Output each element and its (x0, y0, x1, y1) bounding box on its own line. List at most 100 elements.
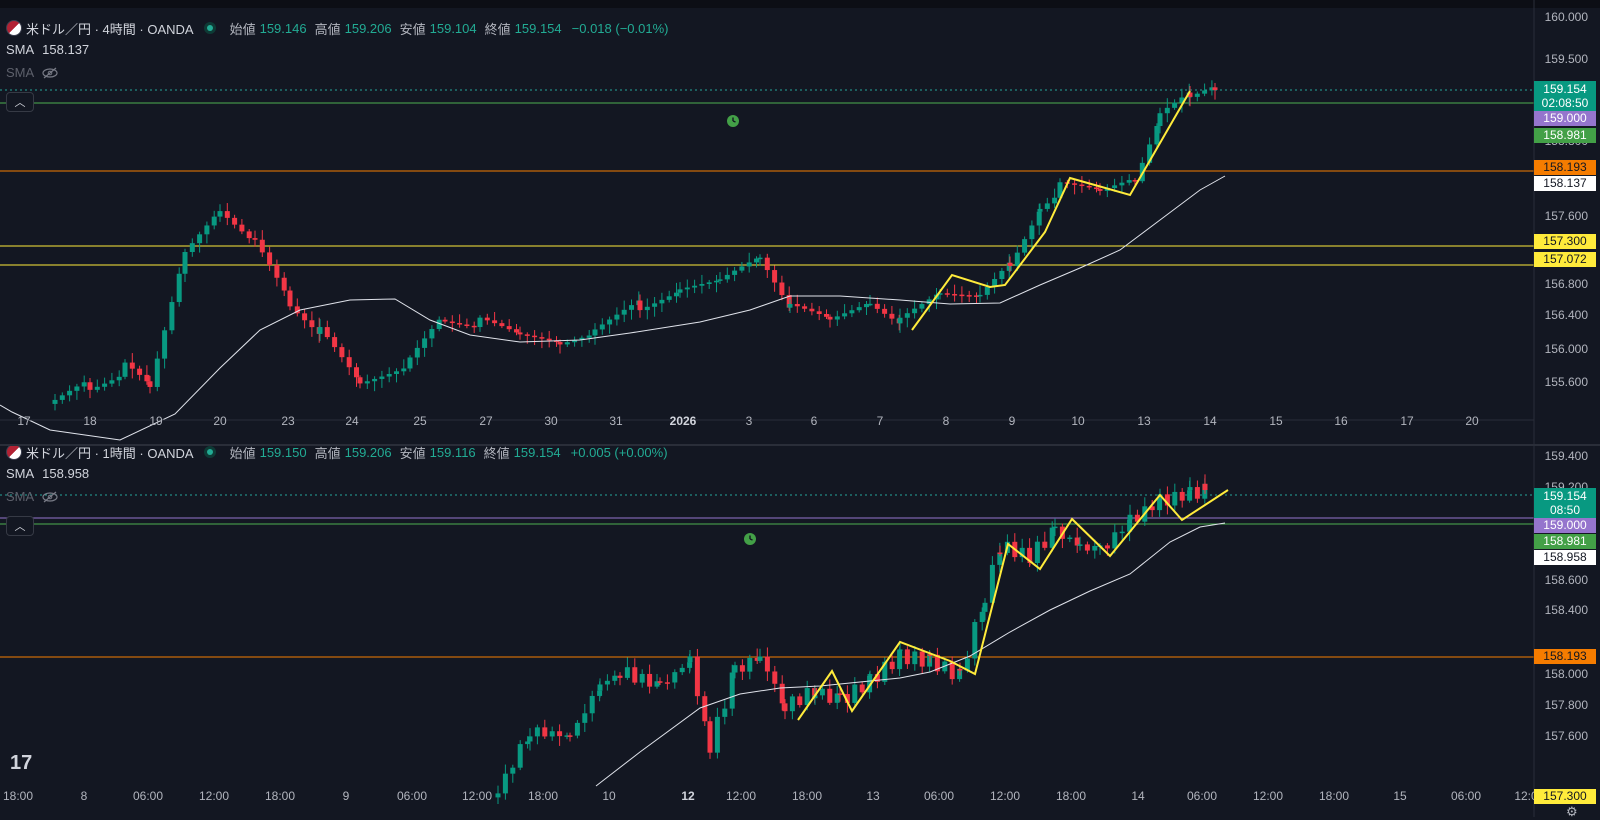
alarm-clock-icon[interactable] (726, 114, 740, 128)
top-time-tick[interactable]: 19 (149, 414, 163, 428)
bot-price-tick[interactable]: 158.600 (1544, 573, 1588, 587)
top-candle-body (232, 217, 238, 225)
eye-off-icon[interactable] (42, 491, 58, 503)
top-time-tick[interactable]: 9 (1008, 414, 1016, 428)
bot-time-tick[interactable]: 12:0 (1514, 789, 1538, 803)
bot-candle-body (542, 727, 548, 737)
bot-time-tick[interactable]: 13 (866, 789, 880, 803)
bot-time-tick[interactable]: 15 (1393, 789, 1407, 803)
bot-candle-body (1092, 545, 1098, 551)
top-candle-body (1202, 90, 1208, 94)
top-candle-body (786, 295, 792, 308)
tradingview-logo[interactable]: 17 (10, 752, 33, 774)
bot-time-tick[interactable]: 18:00 (264, 789, 296, 803)
bot-candle-body (564, 735, 570, 737)
bot-time-tick[interactable]: 12:00 (198, 789, 230, 803)
bot-time-tick[interactable]: 18:00 (2, 789, 34, 803)
top-candle-body (1086, 185, 1092, 188)
bot-time-tick[interactable]: 12:00 (1252, 789, 1284, 803)
bot-candle-body (654, 681, 660, 687)
gear-icon[interactable]: ⚙ (1566, 804, 1578, 819)
pane-divider[interactable] (0, 444, 1600, 446)
top-time-tick[interactable]: 2026 (669, 414, 697, 428)
market-status-icon[interactable] (203, 446, 216, 458)
collapse-legend-button[interactable]: ︿ (6, 516, 34, 536)
top-time-tick[interactable]: 13 (1137, 414, 1151, 428)
sma-label[interactable]: SMA (6, 466, 35, 481)
bot-time-tick[interactable]: 18:00 (791, 789, 823, 803)
top-time-tick[interactable]: 17 (17, 414, 31, 428)
top-time-tick[interactable]: 23 (281, 414, 295, 428)
top-price-tick[interactable]: 156.400 (1544, 308, 1588, 322)
alarm-clock-icon[interactable] (743, 532, 757, 546)
top-time-tick[interactable]: 16 (1334, 414, 1348, 428)
bot-time-tick[interactable]: 12:00 (725, 789, 757, 803)
top-candle-body (572, 340, 578, 343)
top-candle-body (926, 299, 932, 305)
bot-candle-body (582, 713, 588, 723)
symbol-title[interactable]: 米ドル／円 · 4時間 · OANDA (26, 21, 194, 37)
bot-time-tick[interactable]: 12:00 (989, 789, 1021, 803)
top-time-tick[interactable]: 3 (745, 414, 753, 428)
top-candle-body (1164, 107, 1170, 114)
top-time-tick[interactable]: 7 (876, 414, 884, 428)
bot-time-tick[interactable]: 12 (681, 789, 695, 803)
bot-candle-body (934, 654, 940, 672)
eye-off-icon[interactable] (42, 67, 58, 79)
top-time-tick[interactable]: 27 (479, 414, 493, 428)
bot-time-tick[interactable]: 06:00 (923, 789, 955, 803)
bot-price-tick[interactable]: 158.000 (1544, 667, 1588, 681)
top-time-tick[interactable]: 8 (942, 414, 950, 428)
chart-canvas-1h[interactable] (0, 446, 1600, 817)
top-time-tick[interactable]: 20 (213, 414, 227, 428)
chart-pane-4h[interactable]: 米ドル／円 · 4時間 · OANDA 始値 159.146 高値 159.206 … (0, 0, 1600, 444)
top-time-tick[interactable]: 6 (810, 414, 818, 428)
top-time-tick[interactable]: 15 (1269, 414, 1283, 428)
bot-time-tick[interactable]: 10 (602, 789, 616, 803)
chart-canvas-4h[interactable] (0, 0, 1600, 444)
bot-time-tick[interactable]: 06:00 (132, 789, 164, 803)
top-price-tick[interactable]: 156.000 (1544, 342, 1588, 356)
top-time-tick[interactable]: 25 (413, 414, 427, 428)
bot-time-tick[interactable]: 9 (342, 789, 350, 803)
bot-price-tick[interactable]: 158.400 (1544, 603, 1588, 617)
top-time-tick[interactable]: 17 (1400, 414, 1414, 428)
top-price-tick[interactable]: 159.500 (1544, 52, 1588, 66)
bot-candle-body (707, 721, 713, 753)
sma-label[interactable]: SMA (6, 42, 35, 57)
sma-hidden-label[interactable]: SMA (6, 489, 35, 504)
bot-candle-body (897, 650, 903, 670)
top-price-tick[interactable]: 155.600 (1544, 375, 1588, 389)
bot-time-tick[interactable]: 06:00 (396, 789, 428, 803)
top-price-tick[interactable]: 157.600 (1544, 209, 1588, 223)
bot-time-tick[interactable]: 06:00 (1450, 789, 1482, 803)
top-time-tick[interactable]: 14 (1203, 414, 1217, 428)
top-time-tick[interactable]: 10 (1071, 414, 1085, 428)
bot-time-tick[interactable]: 18:00 (1055, 789, 1087, 803)
top-time-tick[interactable]: 31 (609, 414, 623, 428)
bot-candle-body (1119, 531, 1125, 534)
chart-pane-1h[interactable]: 米ドル／円 · 1時間 · OANDA 始値 159.150 高値 159.206 … (0, 446, 1600, 817)
top-time-tick[interactable]: 24 (345, 414, 359, 428)
sma-hidden-label[interactable]: SMA (6, 65, 35, 80)
collapse-legend-button[interactable]: ︿ (6, 92, 34, 112)
bot-time-tick[interactable]: 12:00 (461, 789, 493, 803)
top-price-tick[interactable]: 160.000 (1544, 10, 1588, 24)
bot-time-tick[interactable]: 14 (1131, 789, 1145, 803)
bot-time-tick[interactable]: 8 (80, 789, 88, 803)
top-candle-body (309, 320, 315, 328)
top-candle-body (1126, 180, 1132, 183)
top-time-tick[interactable]: 20 (1465, 414, 1479, 428)
bar-countdown: 08:50 (1549, 503, 1581, 517)
bot-time-tick[interactable]: 18:00 (1318, 789, 1350, 803)
bot-price-tick[interactable]: 157.800 (1544, 698, 1588, 712)
bot-time-tick[interactable]: 06:00 (1186, 789, 1218, 803)
bot-price-tick[interactable]: 159.400 (1544, 449, 1588, 463)
market-status-icon[interactable] (203, 22, 216, 34)
bot-time-tick[interactable]: 18:00 (527, 789, 559, 803)
bot-price-tick[interactable]: 157.600 (1544, 729, 1588, 743)
symbol-title[interactable]: 米ドル／円 · 1時間 · OANDA (26, 446, 194, 461)
top-price-tick[interactable]: 156.800 (1544, 277, 1588, 291)
top-time-tick[interactable]: 30 (544, 414, 558, 428)
top-time-tick[interactable]: 18 (83, 414, 97, 428)
